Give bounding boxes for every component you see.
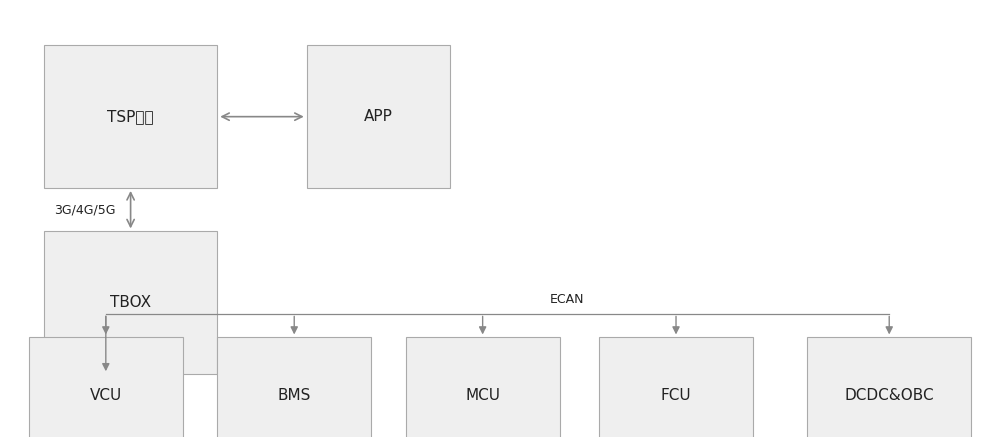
FancyBboxPatch shape — [406, 337, 560, 441]
Text: APP: APP — [364, 109, 393, 124]
FancyBboxPatch shape — [29, 337, 183, 441]
Text: DCDC&OBC: DCDC&OBC — [844, 388, 934, 403]
FancyBboxPatch shape — [44, 232, 217, 374]
Text: ECAN: ECAN — [550, 293, 584, 306]
Text: TBOX: TBOX — [110, 295, 151, 310]
FancyBboxPatch shape — [807, 337, 971, 441]
Text: BMS: BMS — [278, 388, 311, 403]
Text: TSP平台: TSP平台 — [107, 109, 154, 124]
Text: FCU: FCU — [661, 388, 691, 403]
Text: MCU: MCU — [465, 388, 500, 403]
FancyBboxPatch shape — [307, 45, 450, 188]
Text: VCU: VCU — [90, 388, 122, 403]
FancyBboxPatch shape — [217, 337, 371, 441]
FancyBboxPatch shape — [44, 45, 217, 188]
Text: 3G/4G/5G: 3G/4G/5G — [54, 203, 116, 216]
FancyBboxPatch shape — [599, 337, 753, 441]
